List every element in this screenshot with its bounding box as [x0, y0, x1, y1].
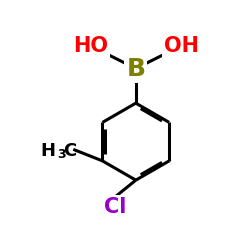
Text: C: C: [63, 142, 76, 160]
Text: H: H: [40, 142, 55, 160]
Text: Cl: Cl: [104, 197, 127, 217]
Text: HO: HO: [73, 36, 108, 56]
Text: B: B: [126, 56, 145, 80]
Text: OH: OH: [164, 36, 198, 56]
Text: 3: 3: [58, 148, 66, 161]
